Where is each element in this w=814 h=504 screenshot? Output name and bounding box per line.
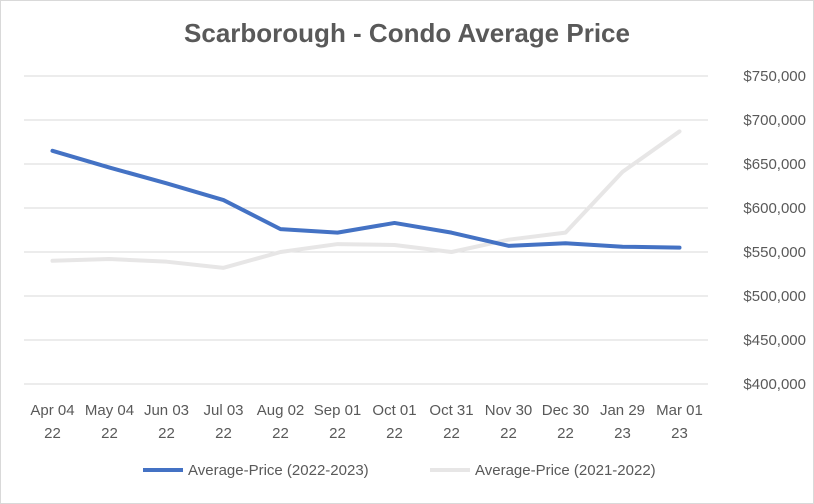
x-tick-label: Nov 30	[485, 402, 533, 419]
x-tick-label-year: 22	[101, 425, 118, 442]
x-tick-label-year: 22	[329, 425, 346, 442]
x-tick-label: Apr 04	[30, 402, 74, 419]
y-tick-label: $400,000	[743, 376, 806, 393]
x-tick-label: Sep 01	[314, 402, 362, 419]
x-tick-label: Oct 01	[372, 402, 416, 419]
legend-label: Average-Price (2021-2022)	[475, 462, 656, 479]
x-tick-label-year: 22	[386, 425, 403, 442]
x-tick-label-year: 22	[443, 425, 460, 442]
series-line-0	[50, 148, 682, 250]
y-tick-label: $500,000	[743, 288, 806, 305]
x-tick-label-year: 22	[44, 425, 61, 442]
x-tick-label-year: 22	[158, 425, 175, 442]
x-tick-label: Jun 03	[144, 402, 189, 419]
y-tick-label: $550,000	[743, 244, 806, 261]
legend-label: Average-Price (2022-2023)	[188, 462, 369, 479]
x-tick-label: Aug 02	[257, 402, 305, 419]
x-tick-label-year: 22	[500, 425, 517, 442]
x-tick-label: Dec 30	[542, 402, 590, 419]
x-tick-label-year: 23	[614, 425, 631, 442]
y-tick-label: $700,000	[743, 112, 806, 129]
series-line-1	[50, 129, 682, 270]
x-tick-label-year: 22	[272, 425, 289, 442]
x-tick-label-year: 22	[557, 425, 574, 442]
x-tick-label: Jan 29	[600, 402, 645, 419]
y-tick-label: $650,000	[743, 156, 806, 173]
y-tick-label: $600,000	[743, 200, 806, 217]
chart-title: Scarborough - Condo Average Price	[184, 18, 630, 48]
x-tick-label: Mar 01	[656, 402, 703, 419]
y-tick-label: $450,000	[743, 332, 806, 349]
x-tick-label-year: 23	[671, 425, 688, 442]
x-tick-label-year: 22	[215, 425, 232, 442]
x-tick-label: May 04	[85, 402, 134, 419]
y-tick-label: $750,000	[743, 68, 806, 85]
x-tick-label: Oct 31	[429, 402, 473, 419]
x-tick-label: Jul 03	[203, 402, 243, 419]
